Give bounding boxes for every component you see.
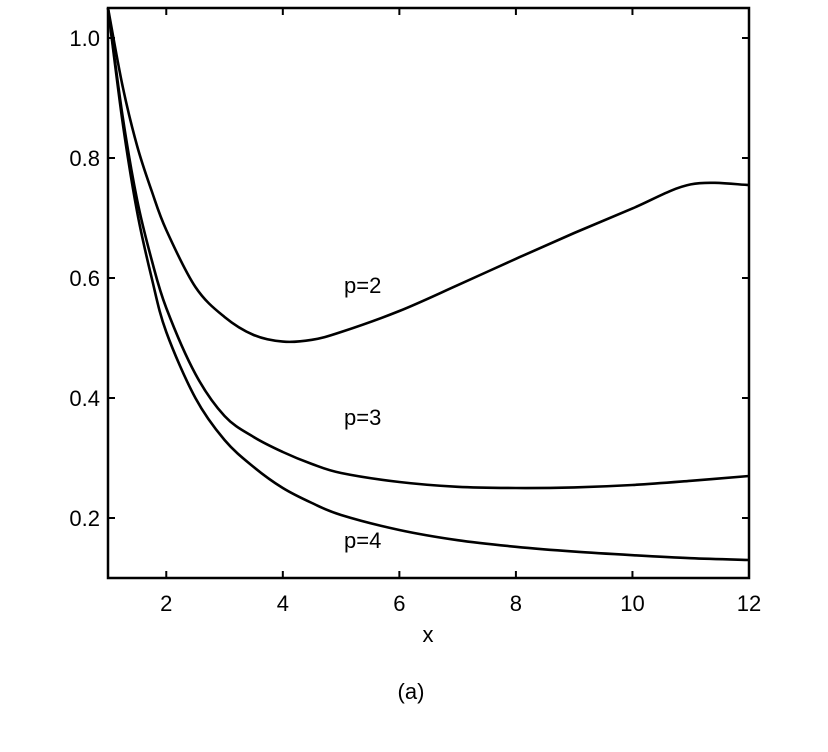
- y-tick-label: 0.6: [69, 266, 100, 291]
- y-tick-label: 0.2: [69, 506, 100, 531]
- series-line-1: [106, 7, 750, 344]
- y-tick-label: 0.8: [69, 146, 100, 171]
- figure-caption: (a): [398, 679, 425, 704]
- series-label-1: p=2: [344, 273, 381, 298]
- y-tick-label: 0.4: [69, 386, 100, 411]
- x-tick-label: 2: [160, 591, 172, 616]
- x-tick-label: 8: [510, 591, 522, 616]
- x-axis-label: x: [423, 622, 434, 647]
- series-label-3: p=4: [344, 528, 381, 553]
- x-tick-label: 6: [393, 591, 405, 616]
- x-tick-label: 4: [277, 591, 289, 616]
- series-labels: p=2 p=3 p=4: [344, 273, 381, 553]
- series-label-2: p=3: [344, 405, 381, 430]
- axis-ticks: [108, 8, 750, 578]
- x-tick-label: 10: [620, 591, 644, 616]
- x-tick-label: 12: [737, 591, 761, 616]
- axis-tick-labels: 2 4 6 8 10 12 0.2 0.4 0.6 0.8 1.0: [69, 26, 761, 616]
- y-tick-label: 1.0: [69, 26, 100, 51]
- series-lines: [106, 7, 750, 562]
- plot-frame: [106, 6, 751, 580]
- series-line-2: [106, 7, 750, 490]
- series-line-3: [106, 7, 750, 562]
